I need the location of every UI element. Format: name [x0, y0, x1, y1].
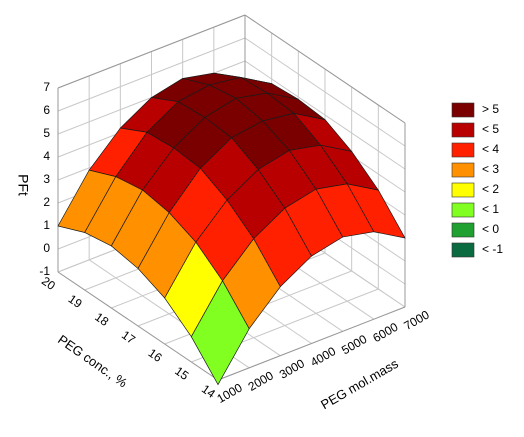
legend-swatch: [451, 162, 475, 178]
y-tick-label: 4000: [308, 344, 338, 370]
surface-cell: [190, 280, 250, 386]
legend-swatch: [451, 182, 475, 198]
z-tick-label: 0: [43, 241, 50, 255]
legend-swatch: [451, 102, 475, 118]
legend-label: < 5: [482, 122, 499, 136]
x-tick-label: 17: [119, 328, 138, 347]
box-edge: [244, 14, 406, 124]
box-edge: [57, 271, 219, 381]
z-tick-label: 3: [43, 172, 50, 186]
x-tick-label: 16: [146, 346, 165, 365]
y-tick-label: 2000: [246, 368, 276, 394]
box-edge: [57, 14, 246, 89]
legend-label: < 3: [482, 162, 499, 176]
y-tick-label: 3000: [277, 356, 307, 382]
y-tick-label: 5000: [339, 332, 369, 358]
x-tick-label: 15: [172, 364, 191, 383]
legend-label: < 4: [482, 142, 499, 156]
z-tick-label: 6: [43, 103, 50, 117]
y-tick-label: 7000: [402, 307, 432, 333]
x-tick-label: 19: [66, 292, 85, 311]
legend-label: < -1: [482, 242, 503, 256]
legend-swatch: [451, 242, 475, 258]
z-tick-label: 7: [43, 80, 50, 94]
box-edge: [217, 306, 406, 381]
z-tick-label: -1: [39, 264, 50, 278]
z-axis-label: PFt: [15, 174, 31, 196]
legend-label: < 2: [482, 182, 499, 196]
y-axis-label: PEG mol.mass: [318, 356, 401, 413]
legend-label: < 1: [482, 202, 499, 216]
x-tick-label: 18: [92, 310, 111, 329]
legend-swatch: [451, 122, 475, 138]
x-axis-label: PEG conc., %: [55, 332, 130, 391]
z-tick-label: 4: [43, 149, 50, 163]
z-tick-label: 2: [43, 195, 50, 209]
z-tick-label: 5: [43, 126, 50, 140]
y-tick-label: 6000: [370, 320, 400, 346]
legend-swatch: [451, 202, 475, 218]
legend-label: < 0: [482, 222, 499, 236]
z-tick-label: 1: [43, 218, 50, 232]
legend-swatch: [451, 222, 475, 238]
legend-swatch: [451, 142, 475, 158]
x-tick-label: 14: [199, 382, 218, 401]
legend-label: > 5: [482, 102, 499, 116]
y-tick-label: 1000: [215, 380, 245, 406]
